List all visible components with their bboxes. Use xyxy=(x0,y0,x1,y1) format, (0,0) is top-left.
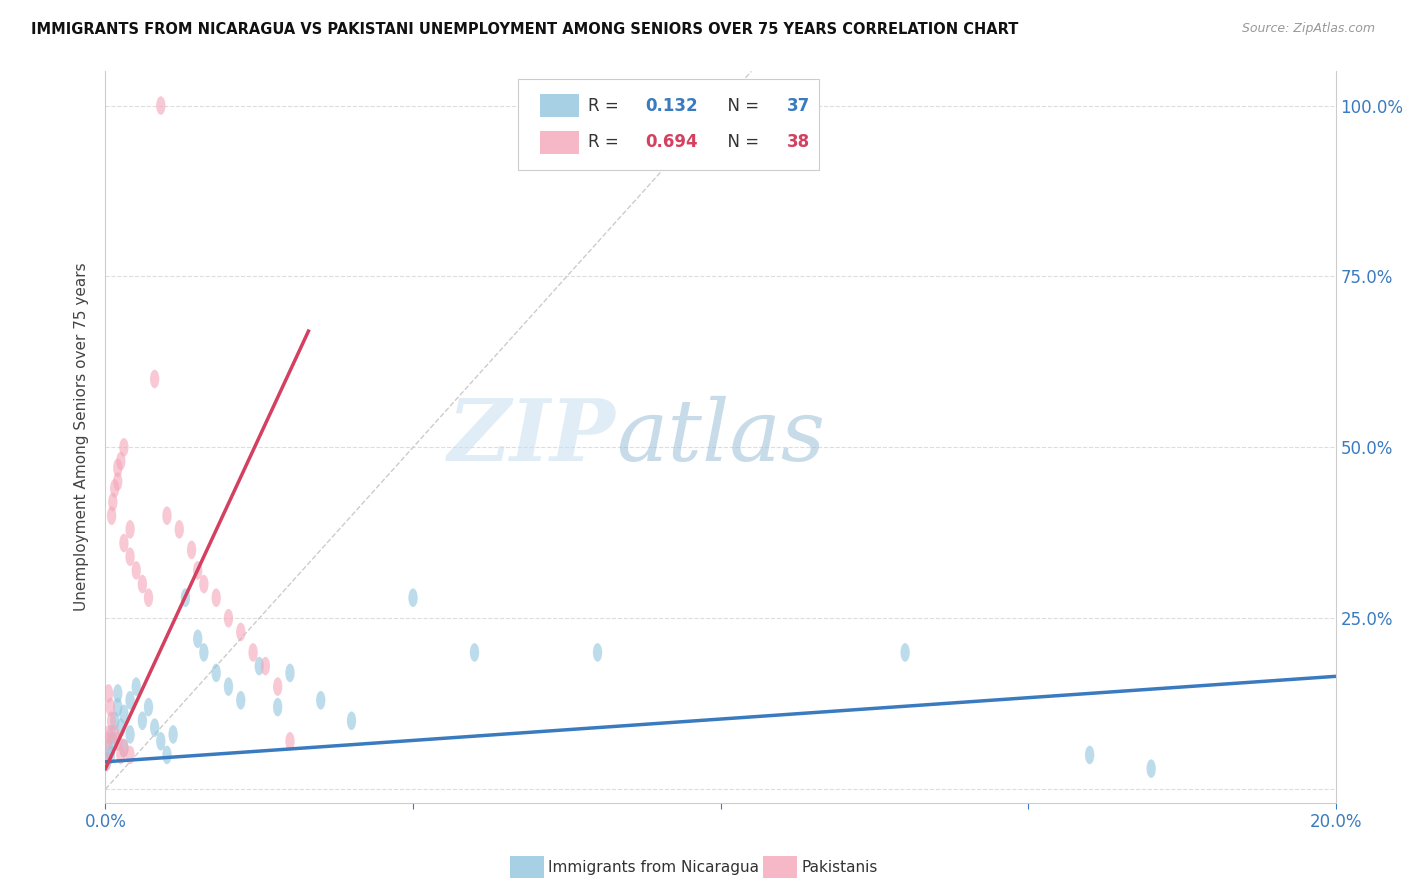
Point xyxy=(100,714,122,728)
Point xyxy=(278,665,301,680)
Point xyxy=(1078,747,1101,762)
Point xyxy=(205,665,228,680)
Point xyxy=(104,714,127,728)
Point xyxy=(278,734,301,748)
Point xyxy=(98,747,122,762)
Point xyxy=(247,659,270,673)
Point xyxy=(96,734,118,748)
Point xyxy=(138,700,160,714)
Point xyxy=(229,624,252,639)
Text: IMMIGRANTS FROM NICARAGUA VS PAKISTANI UNEMPLOYMENT AMONG SENIORS OVER 75 YEARS : IMMIGRANTS FROM NICARAGUA VS PAKISTANI U… xyxy=(31,22,1018,37)
Point xyxy=(162,727,184,741)
Point xyxy=(340,714,363,728)
Point xyxy=(107,700,129,714)
Point xyxy=(187,632,209,646)
Point xyxy=(267,700,290,714)
FancyBboxPatch shape xyxy=(540,130,579,154)
Point xyxy=(180,542,202,557)
Point xyxy=(97,727,120,741)
Point xyxy=(101,734,124,748)
Point xyxy=(156,508,179,523)
Point xyxy=(107,460,129,475)
Point xyxy=(149,98,172,112)
Point xyxy=(138,591,160,605)
Text: ZIP: ZIP xyxy=(449,395,616,479)
Point xyxy=(125,563,148,577)
FancyBboxPatch shape xyxy=(540,94,579,118)
Point xyxy=(131,714,153,728)
Point xyxy=(107,686,129,700)
Point xyxy=(193,577,215,591)
Point xyxy=(112,536,135,550)
Y-axis label: Unemployment Among Seniors over 75 years: Unemployment Among Seniors over 75 years xyxy=(75,263,90,611)
Point xyxy=(309,693,332,707)
Text: R =: R = xyxy=(588,133,624,152)
Text: N =: N = xyxy=(717,96,765,115)
Point xyxy=(98,700,122,714)
Text: 37: 37 xyxy=(787,96,810,115)
Point xyxy=(100,727,122,741)
Point xyxy=(205,591,228,605)
Text: Pakistanis: Pakistanis xyxy=(801,860,877,874)
Point xyxy=(149,734,172,748)
Point xyxy=(96,755,118,769)
Point xyxy=(112,741,135,756)
Point xyxy=(120,522,141,536)
Point xyxy=(174,591,197,605)
Point xyxy=(218,680,240,694)
Point xyxy=(1140,762,1163,776)
Point xyxy=(112,706,135,721)
Point xyxy=(156,747,179,762)
Point xyxy=(229,693,252,707)
Point xyxy=(97,741,120,756)
Point xyxy=(187,563,209,577)
Point xyxy=(586,645,609,659)
Point xyxy=(267,680,290,694)
Text: Immigrants from Nicaragua: Immigrants from Nicaragua xyxy=(548,860,759,874)
Point xyxy=(120,727,141,741)
Point xyxy=(107,734,129,748)
Text: N =: N = xyxy=(717,133,765,152)
Text: 0.132: 0.132 xyxy=(645,96,699,115)
Point xyxy=(125,680,148,694)
Point xyxy=(97,686,120,700)
Point xyxy=(104,481,127,495)
Point xyxy=(169,522,191,536)
Point xyxy=(101,495,124,509)
Point xyxy=(143,721,166,735)
Point xyxy=(112,440,135,454)
Point xyxy=(143,372,166,386)
Point xyxy=(110,454,132,468)
Text: 38: 38 xyxy=(787,133,810,152)
Point xyxy=(94,755,117,769)
Text: R =: R = xyxy=(588,96,624,115)
Point xyxy=(104,727,127,741)
Point xyxy=(110,721,132,735)
Point xyxy=(120,549,141,564)
Point xyxy=(107,475,129,489)
Point xyxy=(131,577,153,591)
Point xyxy=(254,659,277,673)
Point xyxy=(464,645,486,659)
Point xyxy=(193,645,215,659)
Point xyxy=(120,693,141,707)
Text: atlas: atlas xyxy=(616,396,825,478)
FancyBboxPatch shape xyxy=(517,78,820,170)
Point xyxy=(402,591,425,605)
Point xyxy=(110,747,132,762)
Point xyxy=(894,645,917,659)
Text: Source: ZipAtlas.com: Source: ZipAtlas.com xyxy=(1241,22,1375,36)
Point xyxy=(218,611,240,625)
Text: 0.694: 0.694 xyxy=(645,133,699,152)
Point xyxy=(100,508,122,523)
Point xyxy=(112,741,135,756)
Point xyxy=(120,747,141,762)
Point xyxy=(242,645,264,659)
